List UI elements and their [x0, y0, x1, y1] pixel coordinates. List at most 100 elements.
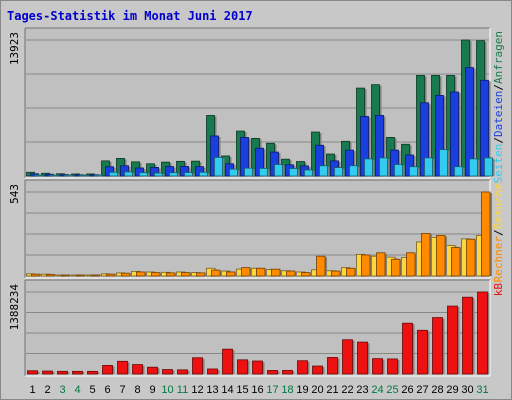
- x-tick-label-day-26: 26: [401, 384, 413, 396]
- bar-rechner-day-10: [166, 272, 177, 277]
- bar-rechner-day-6-face: [106, 273, 116, 277]
- bar-seiten-day-21-face: [334, 167, 343, 177]
- bar-seiten-day-14: [229, 168, 240, 177]
- bar-kb-day-4-face: [72, 370, 83, 375]
- bar-seiten-day-25-face: [394, 164, 403, 177]
- bar-rechner-day-6: [106, 273, 117, 277]
- bar-kb-day-8: [132, 364, 145, 375]
- bar-seiten-day-22-face: [349, 165, 358, 177]
- bar-rechner-day-13: [211, 269, 222, 277]
- bar-seiten-day-16: [259, 167, 270, 177]
- x-tick-label-day-3: 3: [59, 384, 65, 396]
- bar-seiten-day-5: [94, 174, 103, 177]
- bar-kb-day-11-face: [177, 369, 188, 375]
- bar-kb-day-31: [477, 291, 490, 375]
- bar-kb-day-14: [222, 348, 235, 375]
- bar-seiten-day-4: [79, 174, 88, 177]
- bar-seiten-day-18: [289, 168, 300, 177]
- panel-traffic: 1388234 kB: [8, 279, 505, 377]
- bar-rechner-day-4: [76, 274, 86, 277]
- bar-seiten-day-15: [244, 167, 255, 177]
- bar-kb-day-3-face: [57, 370, 68, 375]
- bar-seiten-day-1: [34, 174, 43, 177]
- bar-rechner-day-28-face: [436, 235, 446, 277]
- bar-rechner-day-22: [346, 267, 357, 277]
- legend-entry: Dateien: [492, 91, 505, 137]
- bar-seiten-day-20: [319, 165, 330, 177]
- bar-rechner-day-16: [256, 267, 267, 277]
- bar-seiten-day-22: [349, 165, 360, 177]
- bar-kb-day-13: [207, 368, 220, 375]
- bar-kb-day-11: [177, 369, 190, 375]
- bar-kb-day-18: [282, 370, 295, 375]
- bar-seiten-day-13-face: [214, 157, 223, 177]
- x-tick-label-day-6: 6: [104, 384, 110, 396]
- panel-visits-legend: Rechner/Besuche: [492, 183, 505, 282]
- bar-seiten-day-21: [334, 167, 345, 177]
- panel-visits-ymax-label: 543: [8, 184, 21, 204]
- bar-rechner-day-19-face: [301, 272, 311, 277]
- bar-seiten-day-3-face: [64, 174, 73, 177]
- bar-rechner-day-26-face: [406, 252, 416, 277]
- x-tick-label-day-12: 12: [191, 384, 203, 396]
- x-tick-label-day-24: 24: [371, 384, 383, 396]
- panel-visits: 543 Rechner/Besuche: [8, 179, 505, 282]
- bar-rechner-day-13-face: [211, 269, 221, 277]
- bar-rechner-day-14: [226, 271, 237, 277]
- bar-seiten-day-2: [49, 174, 58, 177]
- bar-seiten-day-30: [469, 158, 480, 177]
- bar-rechner-day-7: [121, 272, 132, 277]
- bar-rechner-day-21: [331, 270, 342, 277]
- panel-requests-legend: Seiten/Dateien/Anfragen: [492, 31, 505, 183]
- bar-seiten-day-23: [364, 158, 375, 177]
- bar-seiten-day-6-face: [109, 171, 118, 177]
- bar-rechner-day-5-face: [91, 274, 101, 277]
- bar-kb-day-2: [42, 370, 55, 375]
- bar-dateien-day-29-face: [450, 91, 459, 177]
- bar-kb-day-9: [147, 366, 160, 375]
- bar-seiten-day-4-face: [79, 174, 88, 177]
- bar-kb-day-12: [192, 357, 205, 375]
- x-tick-label-day-14: 14: [221, 384, 233, 396]
- bar-kb-day-16-face: [252, 360, 263, 375]
- bar-rechner-day-23-face: [361, 254, 371, 277]
- x-tick-label-day-18: 18: [281, 384, 293, 396]
- bar-seiten-day-19-face: [304, 169, 313, 177]
- bar-rechner-day-19: [301, 272, 312, 277]
- bar-kb-day-23: [357, 341, 370, 375]
- bar-seiten-day-18-face: [289, 168, 298, 177]
- bar-seiten-day-17-face: [274, 164, 283, 177]
- bar-kb-day-26: [402, 322, 415, 375]
- bar-kb-day-4: [72, 370, 85, 375]
- bar-seiten-day-30-face: [469, 158, 478, 177]
- bar-rechner-day-12: [196, 272, 207, 277]
- bar-seiten-day-11-face: [184, 172, 193, 177]
- bar-rechner-day-1-face: [31, 273, 41, 277]
- bar-rechner-day-17: [271, 268, 282, 277]
- bar-kb-day-14-face: [222, 348, 233, 375]
- bar-kb-day-20: [312, 365, 325, 375]
- bar-rechner-day-24: [376, 252, 387, 277]
- bar-kb-day-2-face: [42, 370, 53, 375]
- x-tick-label-day-13: 13: [206, 384, 218, 396]
- legend-entry: Rechner: [492, 236, 505, 283]
- bar-kb-day-22: [342, 339, 355, 375]
- bar-kb-day-21: [327, 357, 340, 375]
- bar-seiten-day-27-face: [424, 157, 433, 177]
- bar-seiten-day-1-face: [34, 174, 43, 177]
- bar-kb-day-26-face: [402, 322, 413, 375]
- bar-seiten-day-28: [439, 149, 450, 177]
- bar-rechner-day-5: [91, 274, 101, 277]
- bar-seiten-day-9: [154, 172, 165, 177]
- bar-seiten-day-28-face: [439, 149, 448, 177]
- bar-seiten-day-29: [454, 166, 465, 177]
- bar-kb-day-16: [252, 360, 265, 375]
- bar-kb-day-10-face: [162, 369, 173, 375]
- bar-seiten-day-6: [109, 171, 120, 177]
- bar-seiten-day-8: [139, 172, 150, 177]
- bar-kb-day-5: [87, 370, 100, 375]
- bar-seiten-day-2-face: [49, 174, 58, 177]
- bar-seiten-day-26-face: [409, 166, 418, 177]
